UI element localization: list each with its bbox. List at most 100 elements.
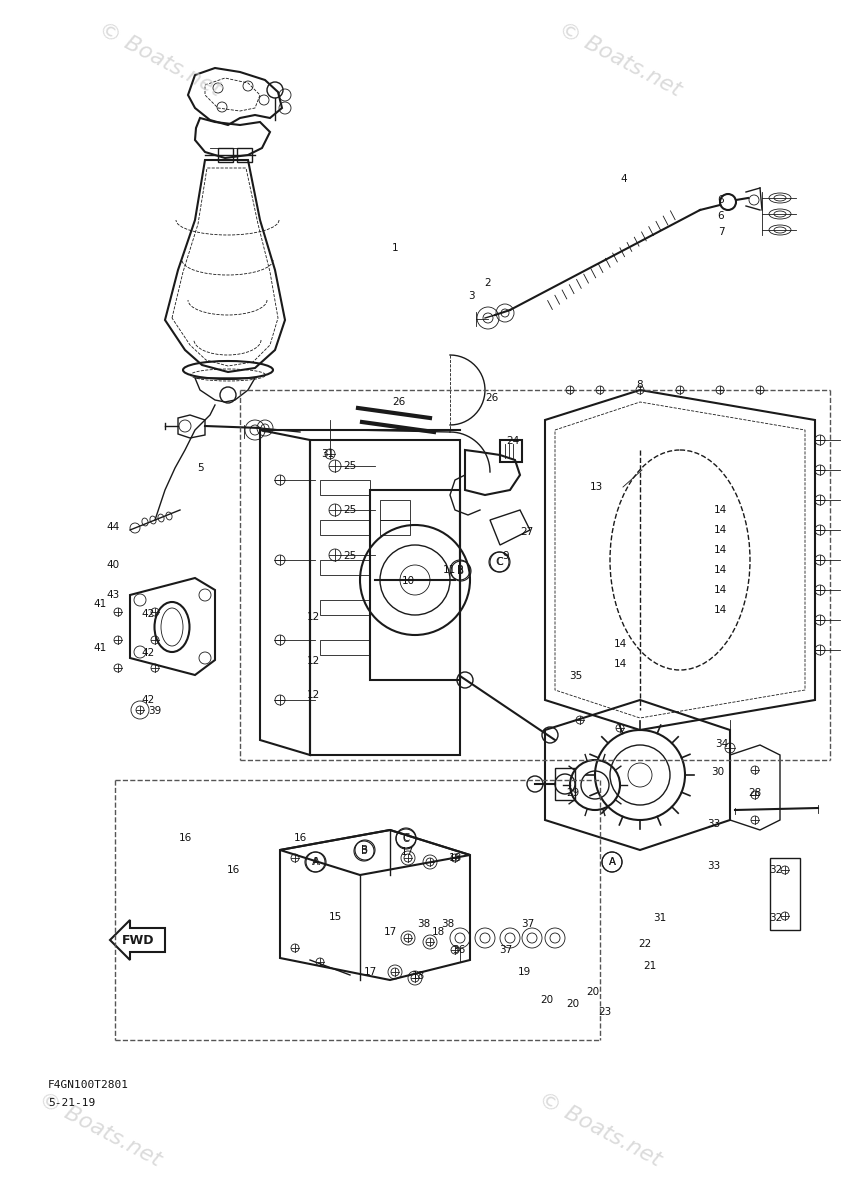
Text: © Boats.net: © Boats.net [36, 1090, 165, 1171]
Text: 8: 8 [637, 380, 644, 390]
Text: 9: 9 [503, 551, 510, 560]
Bar [320, 560, 370, 575]
Text: 14: 14 [713, 505, 727, 515]
Text: 4: 4 [621, 174, 628, 184]
Text: 18: 18 [411, 971, 425, 982]
Text: 42: 42 [142, 648, 154, 658]
Text: 27: 27 [521, 527, 533, 538]
Text: C: C [402, 833, 410, 842]
Text: 44: 44 [106, 522, 120, 532]
Text: 26: 26 [393, 397, 405, 407]
Text: 14: 14 [713, 526, 727, 535]
Text: 17: 17 [400, 847, 414, 857]
Text: 10: 10 [401, 576, 415, 586]
Text: 37: 37 [522, 919, 534, 929]
Text: © Boats.net: © Boats.net [535, 1090, 665, 1171]
Text: 25: 25 [343, 551, 357, 560]
Text: 15: 15 [328, 912, 342, 922]
Text: 20: 20 [566, 998, 579, 1009]
Text: 6: 6 [717, 194, 724, 205]
Text: C: C [403, 834, 410, 844]
Text: 41: 41 [93, 599, 107, 608]
Bar [218, 148, 233, 162]
Text: 32: 32 [769, 865, 783, 875]
Text: B: B [456, 565, 463, 575]
Text: 19: 19 [517, 967, 531, 977]
Bar [320, 480, 370, 494]
Text: 40: 40 [107, 560, 120, 570]
Text: 31: 31 [321, 449, 335, 458]
Text: 24: 24 [506, 436, 520, 446]
Text: 12: 12 [306, 690, 320, 700]
Text: 26: 26 [485, 392, 499, 403]
Text: A: A [609, 857, 616, 866]
Text: 29: 29 [566, 788, 580, 798]
Text: 17: 17 [383, 926, 397, 937]
Text: FWD: FWD [122, 934, 154, 947]
Text: 6: 6 [717, 211, 724, 221]
Text: 3: 3 [468, 290, 474, 301]
Bar [320, 640, 370, 655]
Text: 14: 14 [713, 605, 727, 614]
Text: 30: 30 [711, 767, 724, 778]
Text: 28: 28 [749, 788, 762, 798]
Text: 14: 14 [613, 659, 627, 670]
Text: 18: 18 [432, 926, 444, 937]
Bar [320, 520, 370, 535]
Text: B: B [457, 566, 465, 576]
Text: 41: 41 [93, 643, 107, 653]
Text: 38: 38 [417, 919, 431, 929]
Text: 12: 12 [306, 612, 320, 622]
Text: 21: 21 [644, 961, 656, 971]
Text: A: A [608, 857, 616, 866]
Text: 16: 16 [178, 833, 192, 842]
Text: 17: 17 [364, 967, 377, 977]
Text: 34: 34 [716, 739, 728, 749]
Text: 14: 14 [713, 565, 727, 575]
Text: 35: 35 [569, 671, 583, 680]
Text: © Boats.net: © Boats.net [95, 19, 225, 101]
Text: 36: 36 [452, 946, 466, 955]
Text: 37: 37 [499, 946, 513, 955]
Text: 18: 18 [449, 853, 461, 863]
Bar [320, 600, 370, 614]
Text: 31: 31 [653, 913, 667, 923]
Text: C: C [497, 557, 504, 566]
Text: 14: 14 [613, 638, 627, 649]
Text: 20: 20 [540, 995, 554, 1006]
Text: A: A [312, 857, 320, 866]
Text: 25: 25 [343, 461, 357, 470]
Text: 33: 33 [707, 818, 721, 829]
Text: B: B [361, 845, 369, 854]
Text: 12: 12 [306, 656, 320, 666]
Text: 43: 43 [106, 590, 120, 600]
Text: 22: 22 [639, 938, 651, 949]
Text: 42: 42 [142, 695, 154, 704]
Bar [237, 148, 252, 162]
Text: 39: 39 [148, 706, 162, 716]
Text: 16: 16 [226, 865, 240, 875]
Text: 42: 42 [142, 608, 154, 619]
Text: 5: 5 [198, 463, 204, 473]
Text: 14: 14 [713, 584, 727, 595]
Text: C: C [495, 557, 503, 566]
Bar [500, 440, 522, 462]
Text: 38: 38 [441, 919, 455, 929]
Bar [380, 520, 410, 535]
Text: A: A [312, 857, 318, 866]
Text: 1: 1 [392, 242, 399, 253]
Text: 11: 11 [443, 565, 455, 575]
Polygon shape [110, 920, 165, 960]
Text: B: B [360, 846, 367, 856]
Text: 25: 25 [343, 505, 357, 515]
Text: 7: 7 [717, 227, 724, 236]
Text: 13: 13 [589, 482, 603, 492]
Text: 32: 32 [769, 913, 783, 923]
Text: 16: 16 [293, 833, 307, 842]
Text: 33: 33 [707, 862, 721, 871]
Text: 20: 20 [587, 986, 600, 997]
Text: 14: 14 [713, 545, 727, 554]
Text: 2: 2 [485, 278, 491, 288]
Text: 5-21-19: 5-21-19 [48, 1098, 95, 1108]
Text: 23: 23 [599, 1007, 611, 1018]
